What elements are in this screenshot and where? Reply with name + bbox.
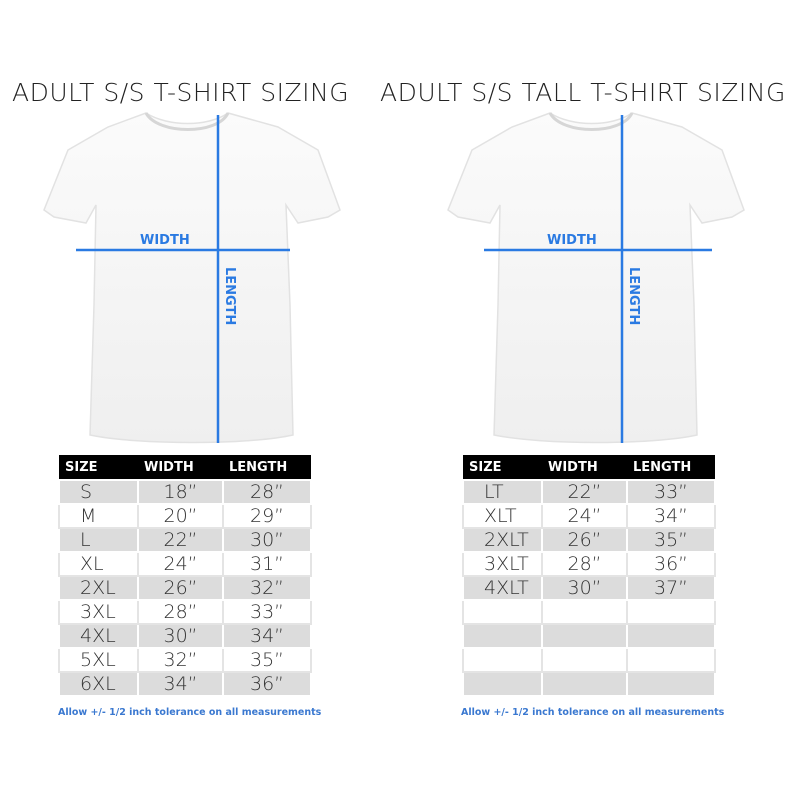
size-cell: S <box>58 479 139 505</box>
size-cell: 4XLT <box>462 575 543 601</box>
table-row: M 20” 29” <box>58 503 312 529</box>
width-label: WIDTH <box>547 233 597 248</box>
table-header: SIZE WIDTH LENGTH <box>59 455 311 480</box>
width-cell: 32” <box>137 647 224 673</box>
size-cell: 5XL <box>58 647 139 673</box>
column-header: SIZE <box>463 455 542 480</box>
length-cell: 33” <box>222 599 312 625</box>
tolerance-note: Allow +/- 1/2 inch tolerance on all meas… <box>58 707 322 718</box>
table-row <box>462 623 716 649</box>
width-cell: 30” <box>541 575 628 601</box>
width-cell <box>541 671 628 697</box>
size-cell: LT <box>462 479 543 505</box>
width-cell: 34” <box>137 671 224 697</box>
table-row: 5XL 32” 35” <box>58 647 312 673</box>
length-cell: 34” <box>222 623 312 649</box>
width-cell: 24” <box>541 503 628 529</box>
table-row: 3XL 28” 33” <box>58 599 312 625</box>
width-cell: 18” <box>137 479 224 505</box>
width-cell: 28” <box>137 599 224 625</box>
width-cell <box>541 599 628 625</box>
size-cell: 2XLT <box>462 527 543 553</box>
table-row: 2XLT 26” 35” <box>462 527 716 553</box>
width-cell: 30” <box>137 623 224 649</box>
column-header: LENGTH <box>223 455 311 480</box>
table-row <box>462 599 716 625</box>
length-cell <box>626 647 716 673</box>
table-row: LT 22” 33” <box>462 479 716 505</box>
table-header: SIZE WIDTH LENGTH <box>463 455 715 480</box>
size-cell: M <box>58 503 139 529</box>
size-cell: 2XL <box>58 575 139 601</box>
length-cell: 36” <box>222 671 312 697</box>
table-row: 3XLT 28” 36” <box>462 551 716 577</box>
length-cell <box>626 599 716 625</box>
chart-title: ADULT S/S T-SHIRT SIZING <box>12 78 350 107</box>
size-cell: L <box>58 527 139 553</box>
size-cell: 3XL <box>58 599 139 625</box>
tolerance-note: Allow +/- 1/2 inch tolerance on all meas… <box>461 707 725 718</box>
length-cell: 33” <box>626 479 716 505</box>
width-cell: 28” <box>541 551 628 577</box>
size-cell <box>462 599 543 625</box>
width-label: WIDTH <box>140 233 190 248</box>
size-cell <box>462 647 543 673</box>
width-cell <box>541 647 628 673</box>
column-header: WIDTH <box>138 455 223 480</box>
length-cell: 30” <box>222 527 312 553</box>
column-header: WIDTH <box>542 455 627 480</box>
size-cell: 4XL <box>58 623 139 649</box>
table-row: 6XL 34” 36” <box>58 671 312 697</box>
column-header: LENGTH <box>627 455 715 480</box>
length-cell: 34” <box>626 503 716 529</box>
width-cell: 26” <box>137 575 224 601</box>
size-cell: 6XL <box>58 671 139 697</box>
table-row <box>462 671 716 697</box>
length-cell <box>626 671 716 697</box>
length-cell: 31” <box>222 551 312 577</box>
width-cell: 22” <box>541 479 628 505</box>
table-row: 4XL 30” 34” <box>58 623 312 649</box>
length-cell <box>626 623 716 649</box>
width-cell: 20” <box>137 503 224 529</box>
table-row: S 18” 28” <box>58 479 312 505</box>
size-cell: XLT <box>462 503 543 529</box>
size-table: SIZE WIDTH LENGTH S 18” 28” M 20” 29” L 22” 30” XL 24… <box>58 455 312 697</box>
width-cell: 26” <box>541 527 628 553</box>
column-header: SIZE <box>59 455 138 480</box>
tshirt-icon: WIDTH LENGTH <box>447 112 745 444</box>
length-cell: 32” <box>222 575 312 601</box>
length-cell: 35” <box>626 527 716 553</box>
width-cell: 24” <box>137 551 224 577</box>
chart-title: ADULT S/S TALL T-SHIRT SIZING <box>380 78 786 107</box>
table-row: XLT 24” 34” <box>462 503 716 529</box>
length-cell: 29” <box>222 503 312 529</box>
length-cell: 28” <box>222 479 312 505</box>
length-label: LENGTH <box>626 267 641 325</box>
table-row: 4XLT 30” 37” <box>462 575 716 601</box>
table-row: XL 24” 31” <box>58 551 312 577</box>
tshirt-diagram: WIDTH LENGTH <box>432 105 762 450</box>
tshirt-icon: WIDTH LENGTH <box>43 112 341 444</box>
length-cell: 35” <box>222 647 312 673</box>
size-cell <box>462 623 543 649</box>
length-label: LENGTH <box>222 267 237 325</box>
length-cell: 36” <box>626 551 716 577</box>
size-cell: XL <box>58 551 139 577</box>
table-row <box>462 647 716 673</box>
size-cell <box>462 671 543 697</box>
size-cell: 3XLT <box>462 551 543 577</box>
width-cell <box>541 623 628 649</box>
table-row: 2XL 26” 32” <box>58 575 312 601</box>
width-cell: 22” <box>137 527 224 553</box>
length-cell: 37” <box>626 575 716 601</box>
table-row: L 22” 30” <box>58 527 312 553</box>
size-table: SIZE WIDTH LENGTH LT 22” 33” XLT 24” 34” 2XLT 26” 3… <box>462 455 716 697</box>
tshirt-diagram: WIDTH LENGTH <box>28 105 358 450</box>
